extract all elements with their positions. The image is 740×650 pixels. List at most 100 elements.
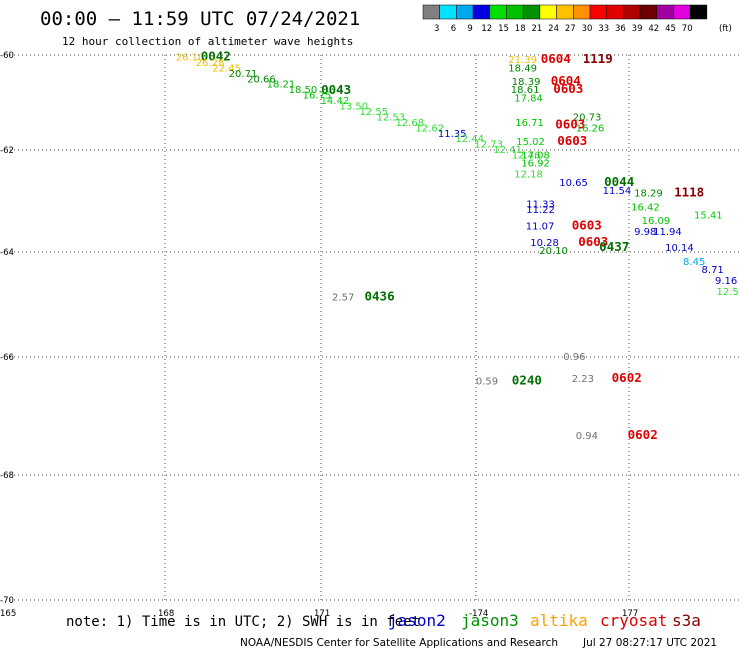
- x-tick-label: 165: [0, 609, 16, 619]
- wave-height-value: 11.35: [438, 129, 467, 140]
- wave-height-value: 16.09: [642, 216, 671, 227]
- track-time-label: 1119: [583, 51, 613, 66]
- color-scale-swatch: [573, 4, 591, 20]
- color-scale-unit: (ft): [719, 24, 732, 34]
- color-scale-swatch: [456, 4, 474, 20]
- track-time-label: 0437: [599, 239, 629, 254]
- color-scale-swatch: [656, 4, 674, 20]
- color-scale-label: 36: [615, 24, 626, 34]
- legend-jason2: jason2: [388, 611, 446, 630]
- wave-height-value: 15.41: [694, 211, 723, 222]
- y-tick-label: -64: [0, 248, 14, 258]
- color-scale-swatch: [639, 4, 658, 20]
- wave-height-value: 15.02: [516, 137, 545, 148]
- wave-height-value: 8.45: [683, 257, 705, 268]
- wave-height-value: 16.71: [515, 118, 544, 129]
- wave-height-value: 11.54: [603, 186, 632, 197]
- chart-title: 00:00 – 11:59 UTC 07/24/2021: [40, 8, 360, 30]
- legend-cryosat: cryosat: [600, 611, 667, 630]
- color-scale-swatch: [623, 4, 641, 20]
- color-scale-swatch: [522, 4, 541, 20]
- wave-height-value: 12.55: [360, 107, 389, 118]
- color-scale-swatch: [422, 4, 440, 20]
- color-scale-swatch: [556, 4, 574, 20]
- wave-height-value: 12.41: [493, 145, 522, 156]
- color-scale-bar: 3 6 9 12 15 18 21 24 27 30 33 36 39 42 45 70 (ft): [422, 4, 732, 34]
- y-tick-label: -68: [0, 471, 14, 481]
- wave-height-value: 11.07: [526, 221, 555, 232]
- color-scale-label: 70: [682, 24, 693, 34]
- track-time-label: 1118: [674, 185, 704, 200]
- track-time-label: 0603: [578, 234, 608, 249]
- track-time-label: 0042: [201, 48, 231, 63]
- track-time-label: 0044: [604, 174, 634, 189]
- wave-height-value: 20.66: [247, 74, 276, 85]
- track-time-label: 0043: [321, 82, 351, 97]
- wave-height-value: 18.29: [634, 189, 663, 200]
- satellite-legend: jason2 jason3 altika cryosat s3a: [388, 611, 701, 630]
- wave-height-value: 18.61: [511, 85, 540, 96]
- color-scale-swatch: [472, 4, 491, 20]
- wave-height-value: 8.71: [702, 265, 724, 276]
- y-tick-label: -62: [0, 146, 14, 156]
- y-tick-label: -70: [0, 596, 14, 606]
- wave-height-value: 11.33: [526, 200, 555, 211]
- wave-height-value: 16.75: [303, 91, 332, 102]
- color-scale-label: 24: [548, 24, 559, 34]
- track-time-label: 0603: [555, 117, 585, 132]
- track-time-label: 0436: [365, 288, 395, 303]
- color-scale-label: 6: [451, 24, 456, 34]
- wave-height-value: 11.22: [526, 205, 555, 216]
- wave-height-value: 10.65: [559, 178, 588, 189]
- color-scale-swatch: [689, 4, 708, 20]
- x-tick-label: -174: [469, 609, 488, 619]
- credit-line: NOAA/NESDIS Center for Satellite Applica…: [240, 637, 558, 649]
- track-time-label: 0604: [551, 73, 581, 88]
- color-scale-label: 3: [434, 24, 439, 34]
- color-scale-label: 15: [498, 24, 509, 34]
- color-scale-swatch: [506, 4, 524, 20]
- track-time-label: 0603: [553, 81, 583, 96]
- wave-height-value: 17.84: [514, 93, 543, 104]
- wave-height-value: 12.18: [514, 170, 543, 181]
- wave-height-value: 12.44: [455, 134, 484, 145]
- wave-height-value: 9.16: [715, 276, 737, 287]
- track-time-label: 0603: [572, 217, 602, 232]
- wave-height-value: 9.98: [634, 227, 656, 238]
- wave-height-value: 17.08: [521, 151, 550, 162]
- chart-subtitle: 12 hour collection of altimeter wave hei…: [62, 35, 353, 48]
- wave-height-value: 12.68: [395, 118, 424, 129]
- wave-height-value: 12.62: [415, 123, 444, 134]
- wave-height-value: 0.96: [563, 352, 585, 363]
- x-tick-label: 177: [622, 609, 638, 619]
- track-time-label: 0604: [541, 51, 571, 66]
- legend-altika: altika: [530, 611, 588, 630]
- track-time-label: 0602: [628, 427, 658, 442]
- wave-height-value: 14.42: [321, 96, 350, 107]
- track-time-label: 0240: [512, 373, 542, 388]
- color-scale-swatch: [589, 4, 607, 20]
- wave-height-value: 12.73: [474, 140, 503, 151]
- wave-height-value: 20.10: [539, 246, 568, 257]
- legend-s3a: s3a: [672, 611, 701, 630]
- wave-height-value: 18.39: [512, 77, 541, 88]
- wave-height-value: 0.94: [576, 431, 598, 442]
- wave-height-value: 18.50: [289, 85, 318, 96]
- color-scale-swatch: [673, 4, 691, 20]
- color-scale-swatch: [489, 4, 507, 20]
- color-scale-label: 39: [632, 24, 643, 34]
- wave-height-value: 0.59: [476, 377, 498, 388]
- color-scale-swatch: [606, 4, 624, 20]
- wave-height-value: 18.49: [508, 63, 537, 74]
- color-scale-label: 9: [467, 24, 472, 34]
- color-scale-label: 27: [565, 24, 576, 34]
- y-tick-label: -60: [0, 51, 14, 61]
- wave-height-value: 2.57: [332, 292, 354, 303]
- color-scale-label: 45: [665, 24, 676, 34]
- legend-jason3: jason3: [461, 611, 519, 630]
- wave-height-value: 12.46: [512, 151, 541, 162]
- wave-height-value: 16.92: [521, 159, 550, 170]
- map-grid: 165 168 171 -174 177 -60 -62 -64 -66 -68 -70: [0, 51, 740, 619]
- wave-height-value: 2.23: [572, 374, 594, 385]
